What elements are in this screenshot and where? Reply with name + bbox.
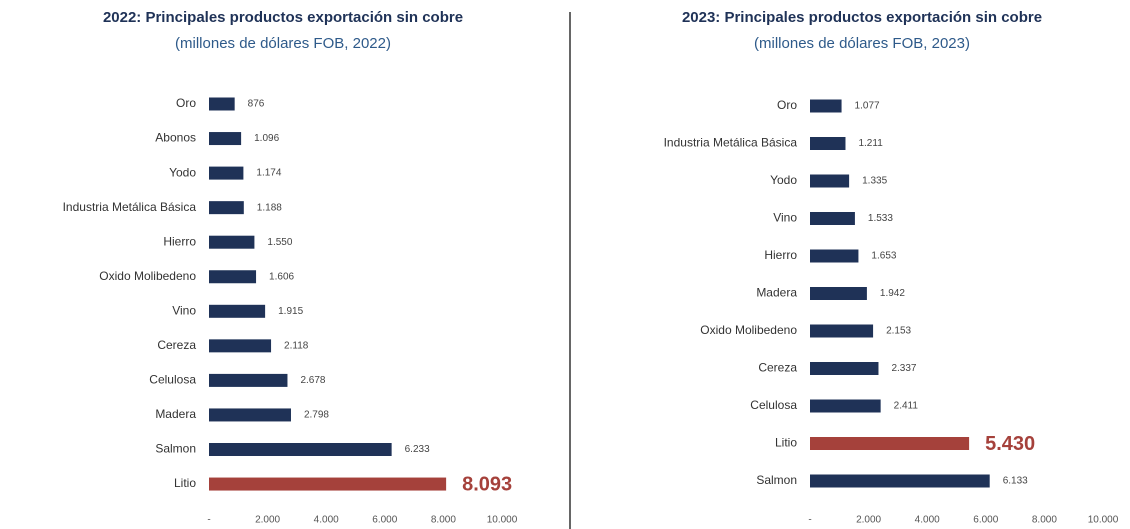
category-label: Yodo xyxy=(770,173,797,187)
bar xyxy=(209,270,257,284)
bar xyxy=(810,399,881,413)
x-tick-label: 10.000 xyxy=(1088,515,1119,526)
value-label: 2.678 xyxy=(300,375,325,386)
x-tick-label: - xyxy=(808,515,811,526)
value-label: 2.411 xyxy=(894,401,919,412)
x-tick-label: 2.000 xyxy=(856,515,881,526)
bar xyxy=(810,362,879,375)
category-label: Cereza xyxy=(157,338,196,352)
category-label: Celulosa xyxy=(750,398,797,412)
category-label: Madera xyxy=(155,407,196,421)
x-tick-label: 8.000 xyxy=(431,515,456,526)
bar xyxy=(810,99,842,113)
category-label: Cereza xyxy=(758,361,797,375)
category-label: Vino xyxy=(172,303,196,317)
x-tick-label: 4.000 xyxy=(314,515,339,526)
bar xyxy=(209,408,291,422)
category-label: Litio xyxy=(775,436,797,450)
value-label: 1.533 xyxy=(868,213,893,224)
bar xyxy=(810,287,867,300)
x-tick-label: 8.000 xyxy=(1032,515,1057,526)
value-label: 2.153 xyxy=(886,326,911,337)
value-label: 1.188 xyxy=(257,202,282,213)
value-label: 876 xyxy=(248,99,265,110)
value-label: 6.133 xyxy=(1003,476,1028,487)
category-label: Celulosa xyxy=(149,373,196,387)
value-label: 5.430 xyxy=(985,433,1035,455)
category-label: Salmon xyxy=(155,442,196,456)
chart-title: 2022: Principales productos exportación … xyxy=(103,9,463,26)
category-label: Oxido Molibedeno xyxy=(99,269,196,283)
chart-title: 2023: Principales productos exportación … xyxy=(682,9,1042,26)
value-label: 2.337 xyxy=(891,363,916,374)
category-label: Madera xyxy=(756,286,797,300)
category-label: Oro xyxy=(176,96,196,110)
bar xyxy=(209,304,266,318)
category-label: Industria Metálica Básica xyxy=(664,136,798,150)
category-label: Salmon xyxy=(756,473,797,487)
bar xyxy=(209,373,288,387)
bar xyxy=(209,166,244,180)
x-tick-label: 2.000 xyxy=(255,515,280,526)
value-label: 1.335 xyxy=(862,176,887,187)
category-label: Industria Metálica Básica xyxy=(63,200,197,214)
bar xyxy=(209,477,447,491)
bar xyxy=(810,249,859,263)
bar xyxy=(810,137,846,150)
category-label: Yodo xyxy=(169,165,196,179)
bar xyxy=(209,132,242,146)
bar xyxy=(209,235,255,249)
value-label: 1.211 xyxy=(858,138,883,149)
category-label: Vino xyxy=(773,211,797,225)
category-label: Oro xyxy=(777,98,797,112)
category-label: Oxido Molibedeno xyxy=(700,323,797,337)
value-label: 6.233 xyxy=(405,444,430,455)
value-label: 1.550 xyxy=(267,237,292,248)
chart-subtitle: (millones de dólares FOB, 2022) xyxy=(175,35,391,52)
x-tick-label: - xyxy=(207,515,210,526)
category-label: Hierro xyxy=(764,248,797,262)
value-label: 8.093 xyxy=(462,473,512,495)
x-tick-label: 6.000 xyxy=(372,515,397,526)
value-label: 1.174 xyxy=(256,168,281,179)
value-label: 1.606 xyxy=(269,271,294,282)
bar xyxy=(810,474,990,488)
bar xyxy=(810,174,850,188)
x-tick-label: 10.000 xyxy=(487,515,518,526)
value-label: 2.798 xyxy=(304,410,329,421)
bar xyxy=(209,201,244,215)
bar xyxy=(209,97,235,111)
value-label: 1.942 xyxy=(880,288,905,299)
value-label: 1.096 xyxy=(254,133,279,144)
value-label: 1.653 xyxy=(871,251,896,262)
x-tick-label: 4.000 xyxy=(915,515,940,526)
bar xyxy=(810,437,970,450)
chart-subtitle: (millones de dólares FOB, 2023) xyxy=(754,35,970,52)
x-tick-label: 6.000 xyxy=(973,515,998,526)
category-label: Abonos xyxy=(155,131,196,145)
bar xyxy=(209,339,272,353)
bar xyxy=(209,443,392,456)
value-label: 1.077 xyxy=(855,101,880,112)
category-label: Litio xyxy=(174,476,196,490)
value-label: 2.118 xyxy=(284,340,309,351)
category-label: Hierro xyxy=(163,234,196,248)
bar xyxy=(810,212,855,225)
bar xyxy=(810,324,874,338)
value-label: 1.915 xyxy=(278,306,303,317)
